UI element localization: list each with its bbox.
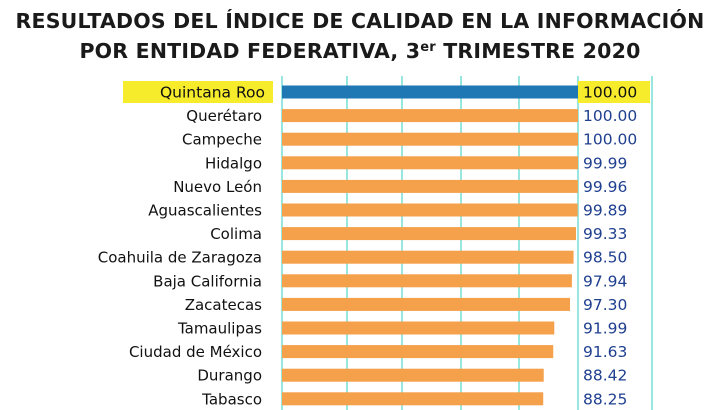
value-label-0: 100.00: [583, 84, 637, 102]
title-line-2-suffix: TRIMESTRE 2020: [435, 39, 641, 63]
category-label-9: Zacatecas: [185, 296, 262, 314]
value-label-9: 97.30: [583, 296, 627, 314]
category-label-5: Aguascalientes: [148, 202, 262, 220]
bar-13: [282, 392, 544, 406]
category-label-4: Nuevo León: [173, 178, 262, 196]
value-label-10: 91.99: [583, 320, 627, 338]
value-label-7: 98.50: [583, 249, 627, 267]
category-label-13: Tabasco: [201, 390, 262, 408]
title-line-2-prefix: POR ENTIDAD FEDERATIVA, 3: [79, 39, 421, 63]
bar-1: [282, 109, 578, 123]
value-label-6: 99.33: [583, 225, 627, 243]
category-label-7: Coahuila de Zaragoza: [98, 249, 262, 267]
value-label-5: 99.89: [583, 202, 627, 220]
value-label-11: 91.63: [583, 343, 627, 361]
bar-12: [282, 368, 544, 382]
category-label-2: Campeche: [182, 131, 262, 149]
category-label-3: Hidalgo: [205, 154, 262, 172]
category-label-1: Querétaro: [186, 107, 262, 125]
category-label-0: Quintana Roo: [160, 84, 265, 102]
bar-11: [282, 345, 554, 359]
bar-7: [282, 250, 574, 264]
value-label-8: 97.94: [583, 272, 627, 290]
value-label-1: 100.00: [583, 107, 637, 125]
value-label-12: 88.42: [583, 367, 627, 385]
category-label-6: Colima: [210, 225, 262, 243]
title-line-2-ordinal: er: [420, 40, 436, 55]
category-label-11: Ciudad de México: [129, 343, 262, 361]
category-label-10: Tamaulipas: [177, 320, 262, 338]
bar-2: [282, 132, 578, 146]
chart-title-line-2: POR ENTIDAD FEDERATIVA, 3er TRIMESTRE 20…: [0, 35, 720, 64]
bar-10: [282, 321, 555, 335]
value-label-13: 88.25: [583, 390, 627, 408]
bar-3: [282, 156, 578, 170]
bar-9: [282, 297, 571, 311]
bar-4: [282, 179, 578, 193]
value-label-2: 100.00: [583, 131, 637, 149]
value-label-3: 99.99: [583, 154, 627, 172]
chart-title-line-1: RESULTADOS DEL ÍNDICE DE CALIDAD EN LA I…: [15, 9, 705, 33]
bar-5: [282, 203, 578, 217]
highlight-value-background: [578, 81, 650, 103]
highlight-label-background: [123, 81, 273, 103]
bar-0: [282, 85, 578, 99]
category-label-8: Baja California: [153, 272, 262, 290]
category-label-12: Durango: [197, 367, 262, 385]
bar-8: [282, 274, 572, 288]
value-label-4: 99.96: [583, 178, 627, 196]
bar-6: [282, 227, 577, 241]
